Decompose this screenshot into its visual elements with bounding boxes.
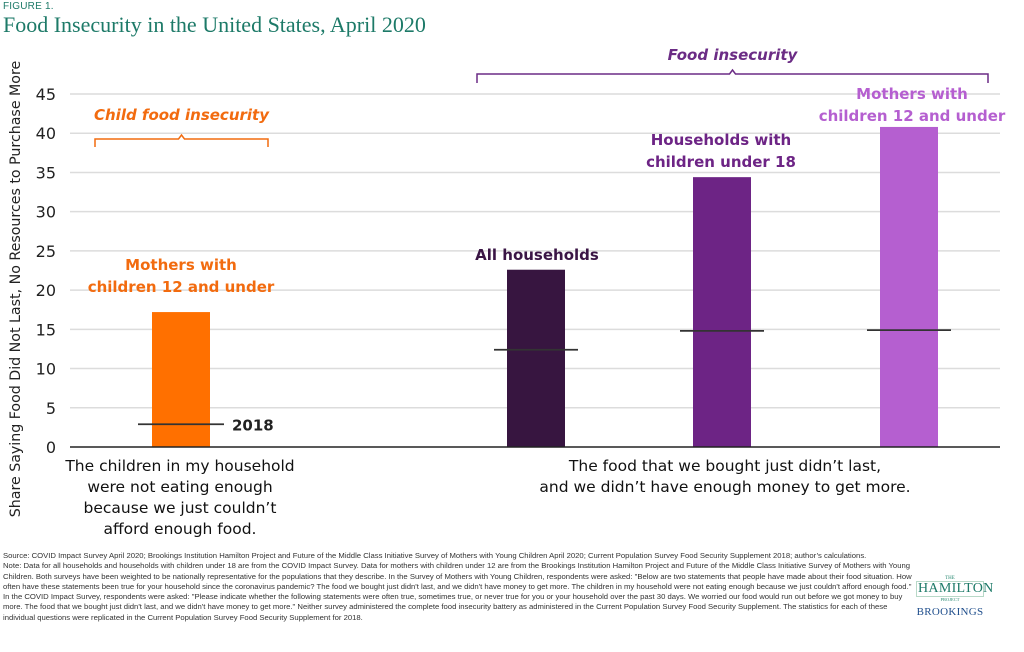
category-label-child: The children in my household were not ea…	[60, 456, 300, 540]
footer-notes: Source: COVID Impact Survey April 2020; …	[3, 551, 913, 623]
y-tick-label: 5	[46, 399, 56, 418]
category-label-line: afford enough food.	[103, 520, 257, 538]
bar	[507, 269, 565, 447]
y-tick-label: 40	[36, 124, 56, 143]
y-axis-label: Share Saying Food Did Not Last, No Resou…	[8, 60, 24, 518]
y-tick-label: 20	[36, 281, 56, 300]
bar-label: Mothers with	[856, 85, 968, 103]
y-tick-label: 35	[36, 163, 56, 182]
bar	[880, 126, 938, 448]
y-tick-label: 15	[36, 320, 56, 339]
logo-the: THE	[945, 576, 955, 581]
logo-hamilton: HAMILTON	[916, 581, 994, 597]
bar-label: Households with	[651, 131, 792, 149]
bracket-child-food-insecurity-label: Child food insecurity	[94, 106, 270, 124]
bracket-child-food-insecurity	[94, 133, 269, 147]
bar-label: children under 18	[646, 153, 796, 171]
source-note: Source: COVID Impact Survey April 2020; …	[3, 551, 867, 560]
marker-2018-label: 2018	[232, 416, 274, 434]
category-label-food: The food that we bought just didn’t last…	[510, 456, 940, 498]
bracket-food-insecurity-label: Food insecurity	[668, 46, 799, 64]
category-label-line: The children in my household	[65, 457, 295, 475]
category-label-line: because we just couldn’t	[83, 499, 277, 517]
bar-label: children 12 and under	[88, 278, 275, 296]
bar-chart: 0 5 10 15 20 25 30 35 40 45 Child food insecurity…	[36, 46, 1006, 457]
category-label-line: The food that we bought just didn’t last…	[568, 457, 882, 475]
figure-label: FIGURE 1.	[3, 1, 54, 12]
hamilton-brookings-logo: THE HAMILTON PROJECT BROOKINGS	[916, 576, 994, 618]
logo-brookings: BROOKINGS	[916, 606, 984, 618]
logo-project: PROJECT	[940, 597, 960, 602]
bar	[693, 177, 751, 447]
category-label-line: and we didn’t have enough money to get m…	[539, 478, 911, 496]
bar-label: children 12 and under	[819, 107, 1006, 125]
y-tick-label: 25	[36, 242, 56, 261]
category-label-line: were not eating enough	[87, 478, 273, 496]
y-tick-label: 45	[36, 85, 56, 104]
y-tick-label: 10	[36, 360, 56, 379]
bar-label: All households	[475, 246, 599, 264]
y-tick-label: 30	[36, 203, 56, 222]
chart-title: Food Insecurity in the United States, Ap…	[3, 12, 426, 37]
bracket-food-insecurity	[476, 68, 989, 83]
bar	[152, 312, 210, 447]
y-tick-label: 0	[46, 438, 56, 457]
methodology-note: Note: Data for all households and househ…	[3, 561, 912, 622]
bar-label: Mothers with	[125, 256, 237, 274]
